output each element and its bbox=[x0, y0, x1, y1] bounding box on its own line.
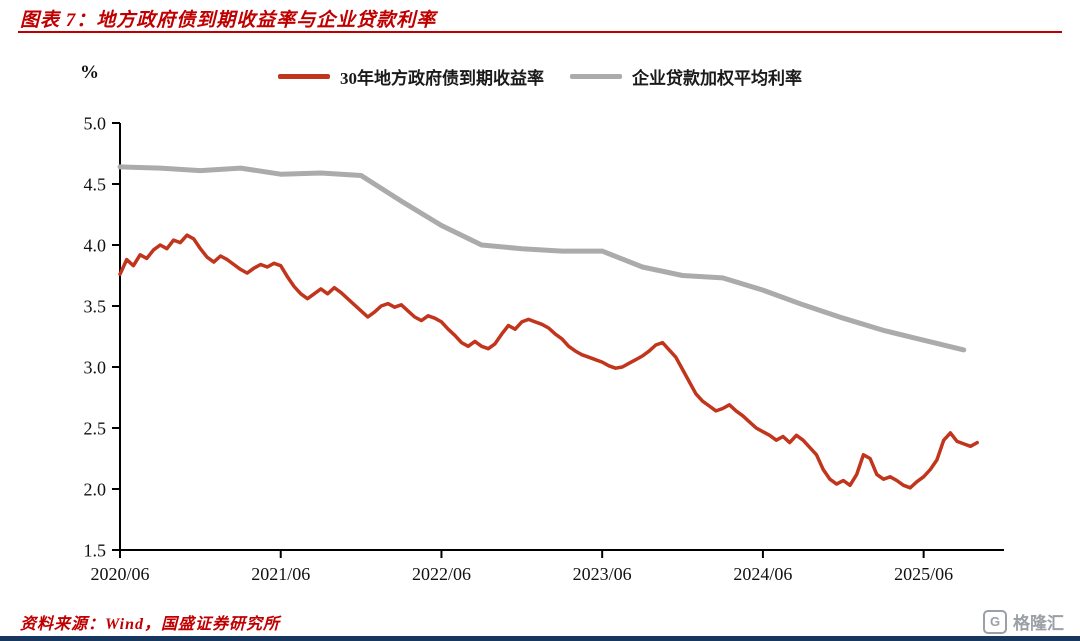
svg-text:2021/06: 2021/06 bbox=[251, 564, 310, 584]
svg-text:3.5: 3.5 bbox=[84, 296, 107, 316]
gelonghui-logo: G 格隆汇 bbox=[983, 609, 1064, 634]
chart-title: 图表 7：地方政府债到期收益率与企业贷款利率 bbox=[20, 10, 437, 31]
svg-text:2023/06: 2023/06 bbox=[573, 564, 632, 584]
red-line-swatch bbox=[278, 74, 330, 79]
legend-label-enterprise-loan: 企业贷款加权平均利率 bbox=[632, 69, 802, 88]
svg-text:4.5: 4.5 bbox=[84, 174, 107, 194]
legend-label-local-gov-bond: 30年地方政府债到期收益率 bbox=[340, 69, 544, 88]
title-divider bbox=[18, 31, 1062, 33]
bottom-navy-bar bbox=[0, 636, 1080, 641]
svg-text:2.0: 2.0 bbox=[84, 479, 107, 499]
svg-text:4.0: 4.0 bbox=[84, 235, 107, 255]
legend: 30年地方政府债到期收益率 企业贷款加权平均利率 bbox=[0, 64, 1080, 89]
gray-line-swatch bbox=[570, 74, 622, 79]
legend-item-local-gov-bond: 30年地方政府债到期收益率 bbox=[278, 64, 544, 89]
svg-text:3.0: 3.0 bbox=[84, 357, 107, 377]
svg-text:2020/06: 2020/06 bbox=[90, 564, 149, 584]
svg-text:2024/06: 2024/06 bbox=[733, 564, 792, 584]
svg-text:2022/06: 2022/06 bbox=[412, 564, 471, 584]
gelonghui-logo-text: 格隆汇 bbox=[1013, 614, 1064, 633]
y-axis-unit-label: % bbox=[80, 62, 99, 83]
legend-item-enterprise-loan: 企业贷款加权平均利率 bbox=[570, 64, 802, 89]
source-note: 资料来源：Wind，国盛证券研究所 bbox=[20, 616, 280, 633]
svg-text:2025/06: 2025/06 bbox=[894, 564, 953, 584]
gelonghui-icon: G bbox=[983, 609, 1007, 634]
svg-text:1.5: 1.5 bbox=[84, 540, 107, 560]
svg-text:5.0: 5.0 bbox=[84, 113, 107, 133]
svg-text:2.5: 2.5 bbox=[84, 418, 107, 438]
